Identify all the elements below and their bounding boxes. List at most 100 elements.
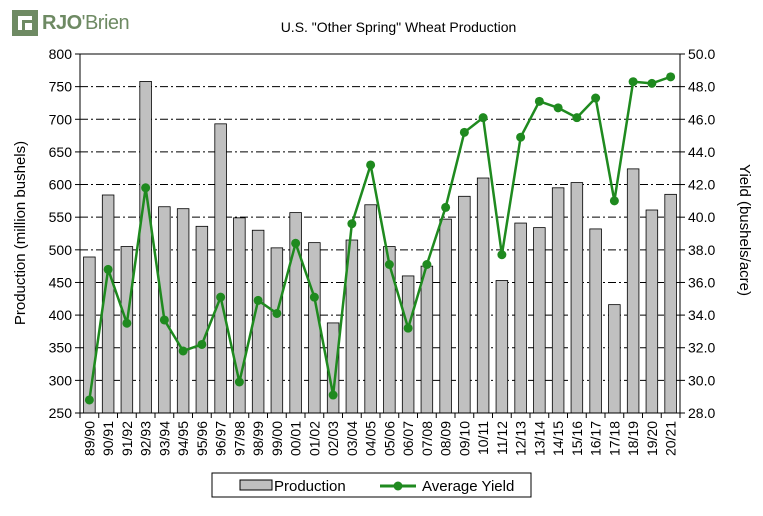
logo-mark-icon: [12, 10, 38, 36]
yield-point-93-94: [159, 315, 169, 325]
production-bar-15-16: [570, 182, 584, 414]
x-tick-label: 11/12: [494, 421, 510, 455]
y-tick-label: 650: [49, 144, 73, 160]
x-tick-label: 90/91: [100, 421, 116, 456]
x-tick-label: 14/15: [550, 421, 566, 456]
x-tick-label: 20/21: [663, 421, 679, 456]
x-tick-label: 04/05: [363, 421, 379, 456]
legend-production-label: Production: [274, 478, 346, 495]
yield-point-97-98: [234, 377, 244, 387]
yield-point-99-00: [272, 308, 282, 318]
yield-point-20-21: [666, 72, 676, 82]
y-tick-label: 250: [49, 405, 73, 421]
yield-point-14-15: [553, 103, 563, 113]
x-tick-label: 97/98: [231, 421, 247, 456]
y2-tick-label: 50.0: [688, 46, 715, 62]
yield-point-06-07: [403, 323, 413, 333]
production-bar-12-13: [514, 222, 527, 414]
yield-point-13-14: [534, 96, 544, 106]
production-bar-94-95: [176, 208, 190, 414]
production-bar-09-10: [458, 195, 471, 414]
y2-tick-label: 48.0: [688, 79, 715, 95]
production-bar-18-19: [626, 168, 640, 414]
x-tick-label: 93/94: [156, 421, 172, 456]
legend-yield-label: Average Yield: [422, 478, 514, 495]
yield-point-91-92: [122, 318, 132, 328]
y-tick-label: 350: [49, 340, 73, 356]
yield-point-03-04: [347, 219, 357, 229]
production-bar-92-93: [139, 81, 152, 414]
x-tick-label: 08/09: [438, 421, 454, 456]
x-tick-label: 10/11: [475, 421, 491, 455]
yield-point-19-20: [647, 78, 657, 88]
x-tick-label: 09/10: [456, 421, 472, 456]
x-tick-label: 07/08: [419, 421, 435, 456]
x-tick-label: 00/01: [288, 421, 304, 456]
yield-point-12-13: [516, 132, 526, 142]
production-bar-17-18: [608, 304, 621, 414]
production-bar-14-15: [551, 187, 565, 414]
yield-point-00-01: [291, 238, 301, 248]
yield-line: [84, 72, 676, 405]
production-bar-13-14: [533, 227, 546, 414]
legend-production-swatch: [239, 479, 273, 491]
yield-point-01-02: [309, 292, 319, 302]
y2-tick-label: 28.0: [688, 405, 715, 421]
y-tick-label: 800: [49, 46, 73, 62]
chart-title: U.S. "Other Spring" Wheat Production: [280, 19, 517, 35]
logo-text-rest: Brien: [84, 11, 130, 34]
yield-point-89-90: [84, 395, 94, 405]
x-tick-label: 16/17: [588, 421, 604, 456]
x-tick-label: 12/13: [513, 421, 529, 456]
y2-tick-label: 44.0: [688, 144, 715, 160]
yield-point-07-08: [422, 260, 432, 270]
production-bar-07-08: [420, 265, 434, 414]
x-tick-label: 02/03: [325, 421, 341, 456]
y-axis-title: Production (million bushels): [12, 141, 29, 325]
y2-tick-label: 34.0: [688, 307, 715, 323]
x-tick-label: 98/99: [250, 421, 266, 456]
production-bar-93-94: [158, 206, 171, 414]
production-bar-04-05: [364, 204, 377, 414]
legend: Production Average Yield: [211, 472, 532, 498]
production-bar-20-21: [664, 193, 677, 414]
y-tick-label: 750: [49, 79, 73, 95]
yield-point-16-17: [591, 93, 601, 103]
x-tick-label: 19/20: [644, 421, 660, 456]
logo-text: RJO'Brien: [42, 11, 130, 35]
y-tick-label: 400: [49, 307, 73, 323]
x-tick-label: 15/16: [569, 421, 585, 456]
production-bar-10-11: [476, 177, 490, 414]
x-tick-label: 03/04: [344, 421, 360, 456]
logo-apostrophe: ': [81, 11, 86, 34]
x-tick-label: 96/97: [213, 421, 229, 456]
production-bar-99-00: [270, 247, 284, 414]
yield-point-96-97: [216, 292, 226, 302]
yield-point-17-18: [609, 196, 619, 206]
y-tick-label: 550: [49, 209, 73, 225]
left-axis-ticks: 250 300 350 400 450 500 550 600 650 700 750 800: [49, 46, 80, 421]
yield-polyline: [88, 75, 672, 401]
x-tick-label: 17/18: [606, 421, 622, 456]
production-bar-11-12: [495, 280, 509, 414]
legend-yield-marker: [393, 481, 403, 491]
y2-tick-label: 38.0: [688, 242, 715, 258]
yield-point-10-11: [478, 113, 488, 123]
x-tick-label: 06/07: [400, 421, 416, 456]
x-tick-label: 01/02: [306, 421, 322, 456]
production-bar-06-07: [401, 275, 415, 414]
y-tick-label: 450: [49, 274, 73, 290]
yield-point-98-99: [253, 295, 263, 305]
yield-point-95-96: [197, 339, 207, 349]
rjobrien-logo: RJO'Brien: [12, 8, 130, 38]
yield-point-94-95: [178, 346, 188, 356]
yield-point-92-93: [141, 183, 151, 193]
logo-text-main: RJO: [42, 11, 82, 34]
right-axis-ticks: 28.0 30.0 32.0 34.0 36.0 38.0 40.0 42.0 44.0 46.0…: [680, 46, 715, 421]
yield-point-11-12: [497, 250, 507, 260]
y2-tick-label: 42.0: [688, 177, 715, 193]
y2-tick-label: 36.0: [688, 274, 715, 290]
x-tick-label: 91/92: [119, 421, 135, 456]
production-bar-96-97: [214, 123, 227, 414]
